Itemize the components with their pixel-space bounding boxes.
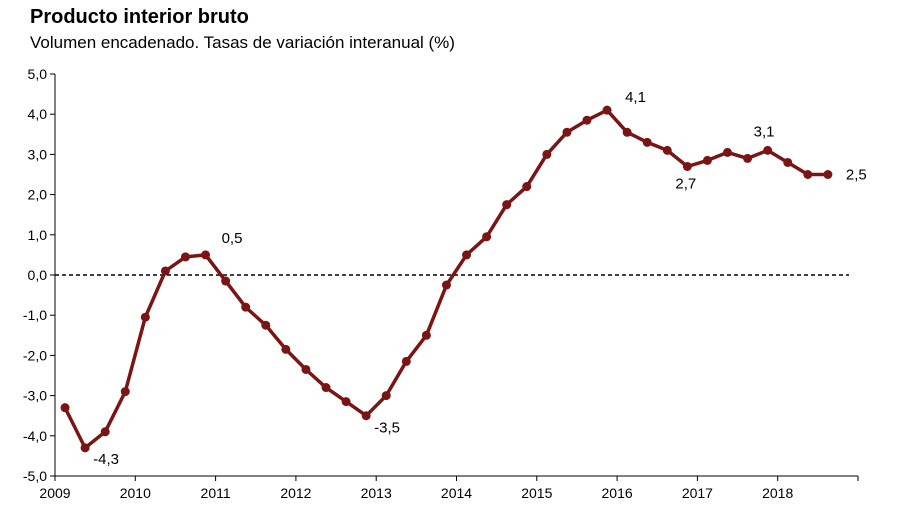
data-point	[160, 266, 170, 276]
data-point	[140, 312, 150, 322]
data-point	[803, 170, 813, 179]
x-tick-label: 2018	[762, 485, 793, 501]
data-label: 4,1	[625, 89, 646, 106]
data-label: 3,1	[754, 123, 775, 140]
data-point	[662, 145, 672, 155]
data-label: 2,7	[675, 175, 696, 192]
data-point	[723, 147, 733, 157]
data-point	[201, 250, 211, 260]
x-tick-label: 2012	[280, 485, 311, 501]
data-annotations: -4,3 0,5 -3,5 4,1 2,7 3,1 2,5	[93, 89, 867, 468]
x-tick-label: 2013	[361, 485, 392, 501]
x-tick-label: 2009	[39, 485, 70, 501]
data-point	[602, 105, 612, 115]
data-point	[642, 137, 652, 147]
y-axis-ticks: 5,0 4,0 3,0 2,0 1,0 0,0 -1,0 -2,0 -3,0 -4,0 -5,0	[23, 66, 55, 484]
data-point	[361, 411, 371, 421]
data-point	[281, 344, 291, 354]
y-tick-label: -2,0	[23, 347, 47, 363]
data-point	[462, 250, 472, 260]
data-point	[823, 170, 833, 179]
data-point	[321, 383, 331, 393]
y-tick-label: 4,0	[28, 106, 48, 122]
y-tick-label: 1,0	[28, 227, 48, 243]
y-tick-label: 2,0	[28, 187, 48, 203]
series-group	[60, 105, 833, 453]
data-point	[261, 320, 271, 330]
x-tick-label: 2014	[441, 485, 472, 501]
data-point	[783, 157, 793, 167]
data-point	[180, 252, 190, 262]
data-point	[522, 182, 532, 192]
data-point	[542, 149, 552, 159]
data-point	[381, 391, 391, 401]
x-axis-ticks: 2009 2010 2011 2012 2013 2014 2015 2016 2017 2018	[39, 476, 859, 501]
data-point	[502, 200, 512, 210]
data-label: -4,3	[93, 451, 119, 468]
y-tick-label: 0,0	[28, 267, 48, 283]
y-tick-label: -5,0	[23, 468, 47, 484]
data-label: 2,5	[846, 167, 867, 184]
data-point	[702, 155, 712, 165]
data-point	[421, 330, 431, 340]
data-point	[682, 161, 692, 171]
data-point	[341, 397, 351, 407]
chart-title: Producto interior bruto	[30, 6, 249, 28]
data-point	[482, 232, 492, 242]
data-label: 0,5	[222, 230, 243, 247]
x-tick-label: 2010	[120, 485, 151, 501]
data-point	[441, 280, 451, 290]
x-tick-label: 2011	[201, 485, 231, 501]
data-point	[562, 127, 572, 137]
chart-subtitle: Volumen encadenado. Tasas de variación i…	[30, 33, 455, 52]
x-tick-label: 2015	[521, 485, 552, 501]
data-point	[80, 443, 90, 453]
y-tick-label: 3,0	[28, 146, 48, 162]
data-label: -3,5	[374, 420, 400, 437]
y-tick-label: -1,0	[23, 307, 47, 323]
data-point	[241, 302, 251, 312]
data-point	[60, 403, 70, 413]
y-tick-label: -3,0	[23, 388, 47, 404]
x-tick-label: 2016	[602, 485, 633, 501]
data-point	[120, 387, 130, 397]
data-point	[301, 364, 311, 374]
x-tick-label: 2017	[682, 485, 713, 501]
data-point	[622, 127, 632, 137]
data-point	[221, 276, 231, 286]
data-point	[401, 356, 411, 366]
data-point	[100, 427, 110, 437]
y-tick-label: -4,0	[23, 428, 47, 444]
data-point	[743, 153, 753, 163]
data-point	[763, 145, 773, 155]
data-point	[582, 115, 592, 125]
y-tick-label: 5,0	[28, 66, 48, 82]
series-line	[63, 108, 828, 450]
